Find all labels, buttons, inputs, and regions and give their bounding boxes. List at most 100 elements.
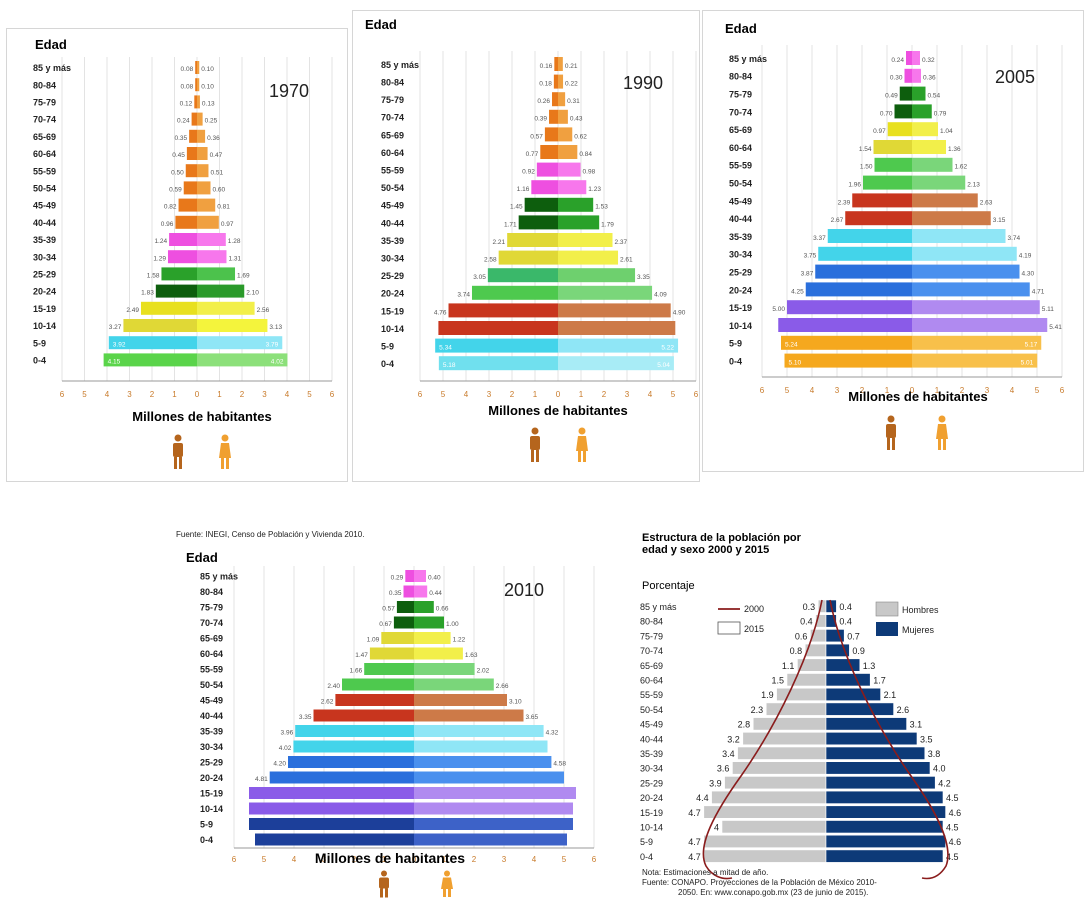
- female-bar: [197, 181, 211, 195]
- male-value-label: 4.76: [434, 309, 447, 316]
- female-bar: [558, 356, 674, 371]
- male-value-label: 0.8: [790, 646, 803, 656]
- female-bar: [197, 78, 200, 92]
- age-label: 25-29: [200, 757, 223, 767]
- female-value-label: 0.98: [583, 169, 596, 176]
- age-label: 10-14: [640, 823, 663, 833]
- female-bar: [197, 147, 208, 160]
- age-label: 70-74: [640, 646, 663, 656]
- man-icon: [172, 434, 184, 470]
- pyramid-2010-panel: Fuente: INEGI, Censo de Población y Vivi…: [160, 528, 600, 900]
- female-bar: [912, 140, 946, 154]
- female-value-label: 5.17: [1025, 342, 1038, 349]
- female-bar: [912, 122, 938, 137]
- female-value-label: 1.04: [940, 128, 953, 135]
- structure-source-line2: 2050. En: www.conapo.gob.mx (23 de junio…: [678, 888, 869, 897]
- male-bar: [167, 250, 197, 264]
- male-value-label: 0.50: [171, 169, 184, 176]
- age-label: 35-39: [381, 236, 404, 246]
- female-value-label: 4.32: [546, 729, 559, 736]
- male-bar: [103, 353, 197, 367]
- male-bar: [178, 198, 197, 212]
- x-tick-label: 4: [810, 386, 815, 395]
- age-label: 45-49: [200, 695, 223, 705]
- male-value-label: 1.09: [367, 636, 380, 643]
- female-value-label: 1.23: [588, 186, 601, 193]
- x-axis-label: Millones de habitantes: [488, 403, 628, 418]
- male-bar: [249, 787, 414, 799]
- female-bar: [558, 303, 671, 318]
- male-bar: [507, 233, 558, 247]
- male-value-label: 0.30: [890, 75, 903, 82]
- female-value-label: 4.71: [1032, 288, 1045, 295]
- male-value-label: 3.35: [299, 714, 312, 721]
- male-value-label: 0.82: [164, 204, 177, 211]
- male-value-label: 1.54: [859, 146, 872, 153]
- legend-men-label: Hombres: [902, 605, 939, 615]
- female-value-label: 5.22: [661, 345, 674, 352]
- female-value-label: 4.5: [946, 852, 959, 862]
- age-label: 45-49: [33, 201, 56, 211]
- female-bar: [912, 51, 920, 65]
- male-bar: [894, 104, 912, 119]
- male-bar: [381, 632, 414, 644]
- female-value-label: 3.35: [637, 274, 650, 281]
- x-tick-label: 1: [172, 390, 177, 399]
- male-value-label: 2.39: [838, 199, 851, 206]
- male-value-label: 2.3: [751, 705, 764, 715]
- female-bar: [558, 250, 619, 265]
- age-label: 80-84: [640, 617, 663, 627]
- female-bar: [414, 632, 451, 644]
- female-value-label: 1.28: [228, 238, 241, 245]
- x-tick-label: 3: [487, 390, 492, 399]
- female-value-label: 2.13: [967, 182, 980, 189]
- male-value-label: 0.26: [537, 98, 550, 105]
- female-bar: [197, 336, 283, 350]
- female-bar: [197, 215, 219, 229]
- female-value-label: 1.62: [955, 164, 968, 171]
- male-value-label: 0.24: [891, 57, 904, 64]
- male-value-label: 0.70: [880, 110, 893, 117]
- female-value-label: 4.30: [1022, 271, 1035, 278]
- age-label: 40-44: [33, 218, 56, 228]
- male-value-label: 0.92: [522, 169, 535, 176]
- female-value-label: 4.6: [949, 808, 962, 818]
- male-value-label: 3.37: [813, 235, 826, 242]
- male-value-label: 4.15: [108, 359, 121, 366]
- female-bar: [414, 570, 426, 582]
- male-bar: [487, 268, 558, 283]
- female-bar: [825, 746, 926, 760]
- x-tick-label: 1: [217, 390, 222, 399]
- age-label: 85 y más: [640, 602, 677, 612]
- male-value-label: 0.59: [169, 187, 182, 194]
- female-value-label: 3.74: [1008, 235, 1021, 242]
- pyramid-1990-panel: Edad 6 5 4 3 2 1 0 1 2 3 4 5 6 85 y más 0.16 0.21 80-84 0…: [352, 10, 700, 482]
- man-icon: [529, 427, 541, 463]
- age-label: 55-59: [640, 690, 663, 700]
- female-value-label: 0.62: [574, 133, 587, 140]
- female-bar: [197, 353, 288, 367]
- male-bar: [827, 229, 912, 243]
- x-tick-label: 6: [592, 855, 597, 864]
- female-value-label: 4.19: [1019, 253, 1032, 260]
- x-tick-label: 1: [885, 386, 890, 395]
- male-value-label: 0.3: [803, 602, 816, 612]
- male-value-label: 3.4: [722, 749, 735, 759]
- male-bar: [815, 264, 912, 279]
- age-label: 55-59: [729, 161, 752, 171]
- female-value-label: 4.90: [673, 309, 686, 316]
- pyramid-2010-chart: 6 5 4 3 2 1 0 1 2 3 4 5 6 85 y más 0.29 0.40 80-84 0.35 0.…: [200, 566, 597, 864]
- x-tick-label: 5: [1035, 386, 1040, 395]
- female-bar: [912, 246, 1017, 261]
- female-bar: [825, 761, 931, 775]
- male-bar: [435, 338, 558, 353]
- female-value-label: 1.31: [228, 255, 241, 262]
- age-label: 20-24: [729, 285, 752, 295]
- age-label: 65-69: [200, 633, 223, 643]
- female-value-label: 2.66: [496, 683, 509, 690]
- x-tick-label: 3: [322, 855, 327, 864]
- x-tick-label: 4: [292, 855, 297, 864]
- male-bar: [531, 180, 558, 195]
- female-bar: [912, 68, 921, 83]
- source-note: Fuente: INEGI, Censo de Población y Vivi…: [176, 530, 365, 539]
